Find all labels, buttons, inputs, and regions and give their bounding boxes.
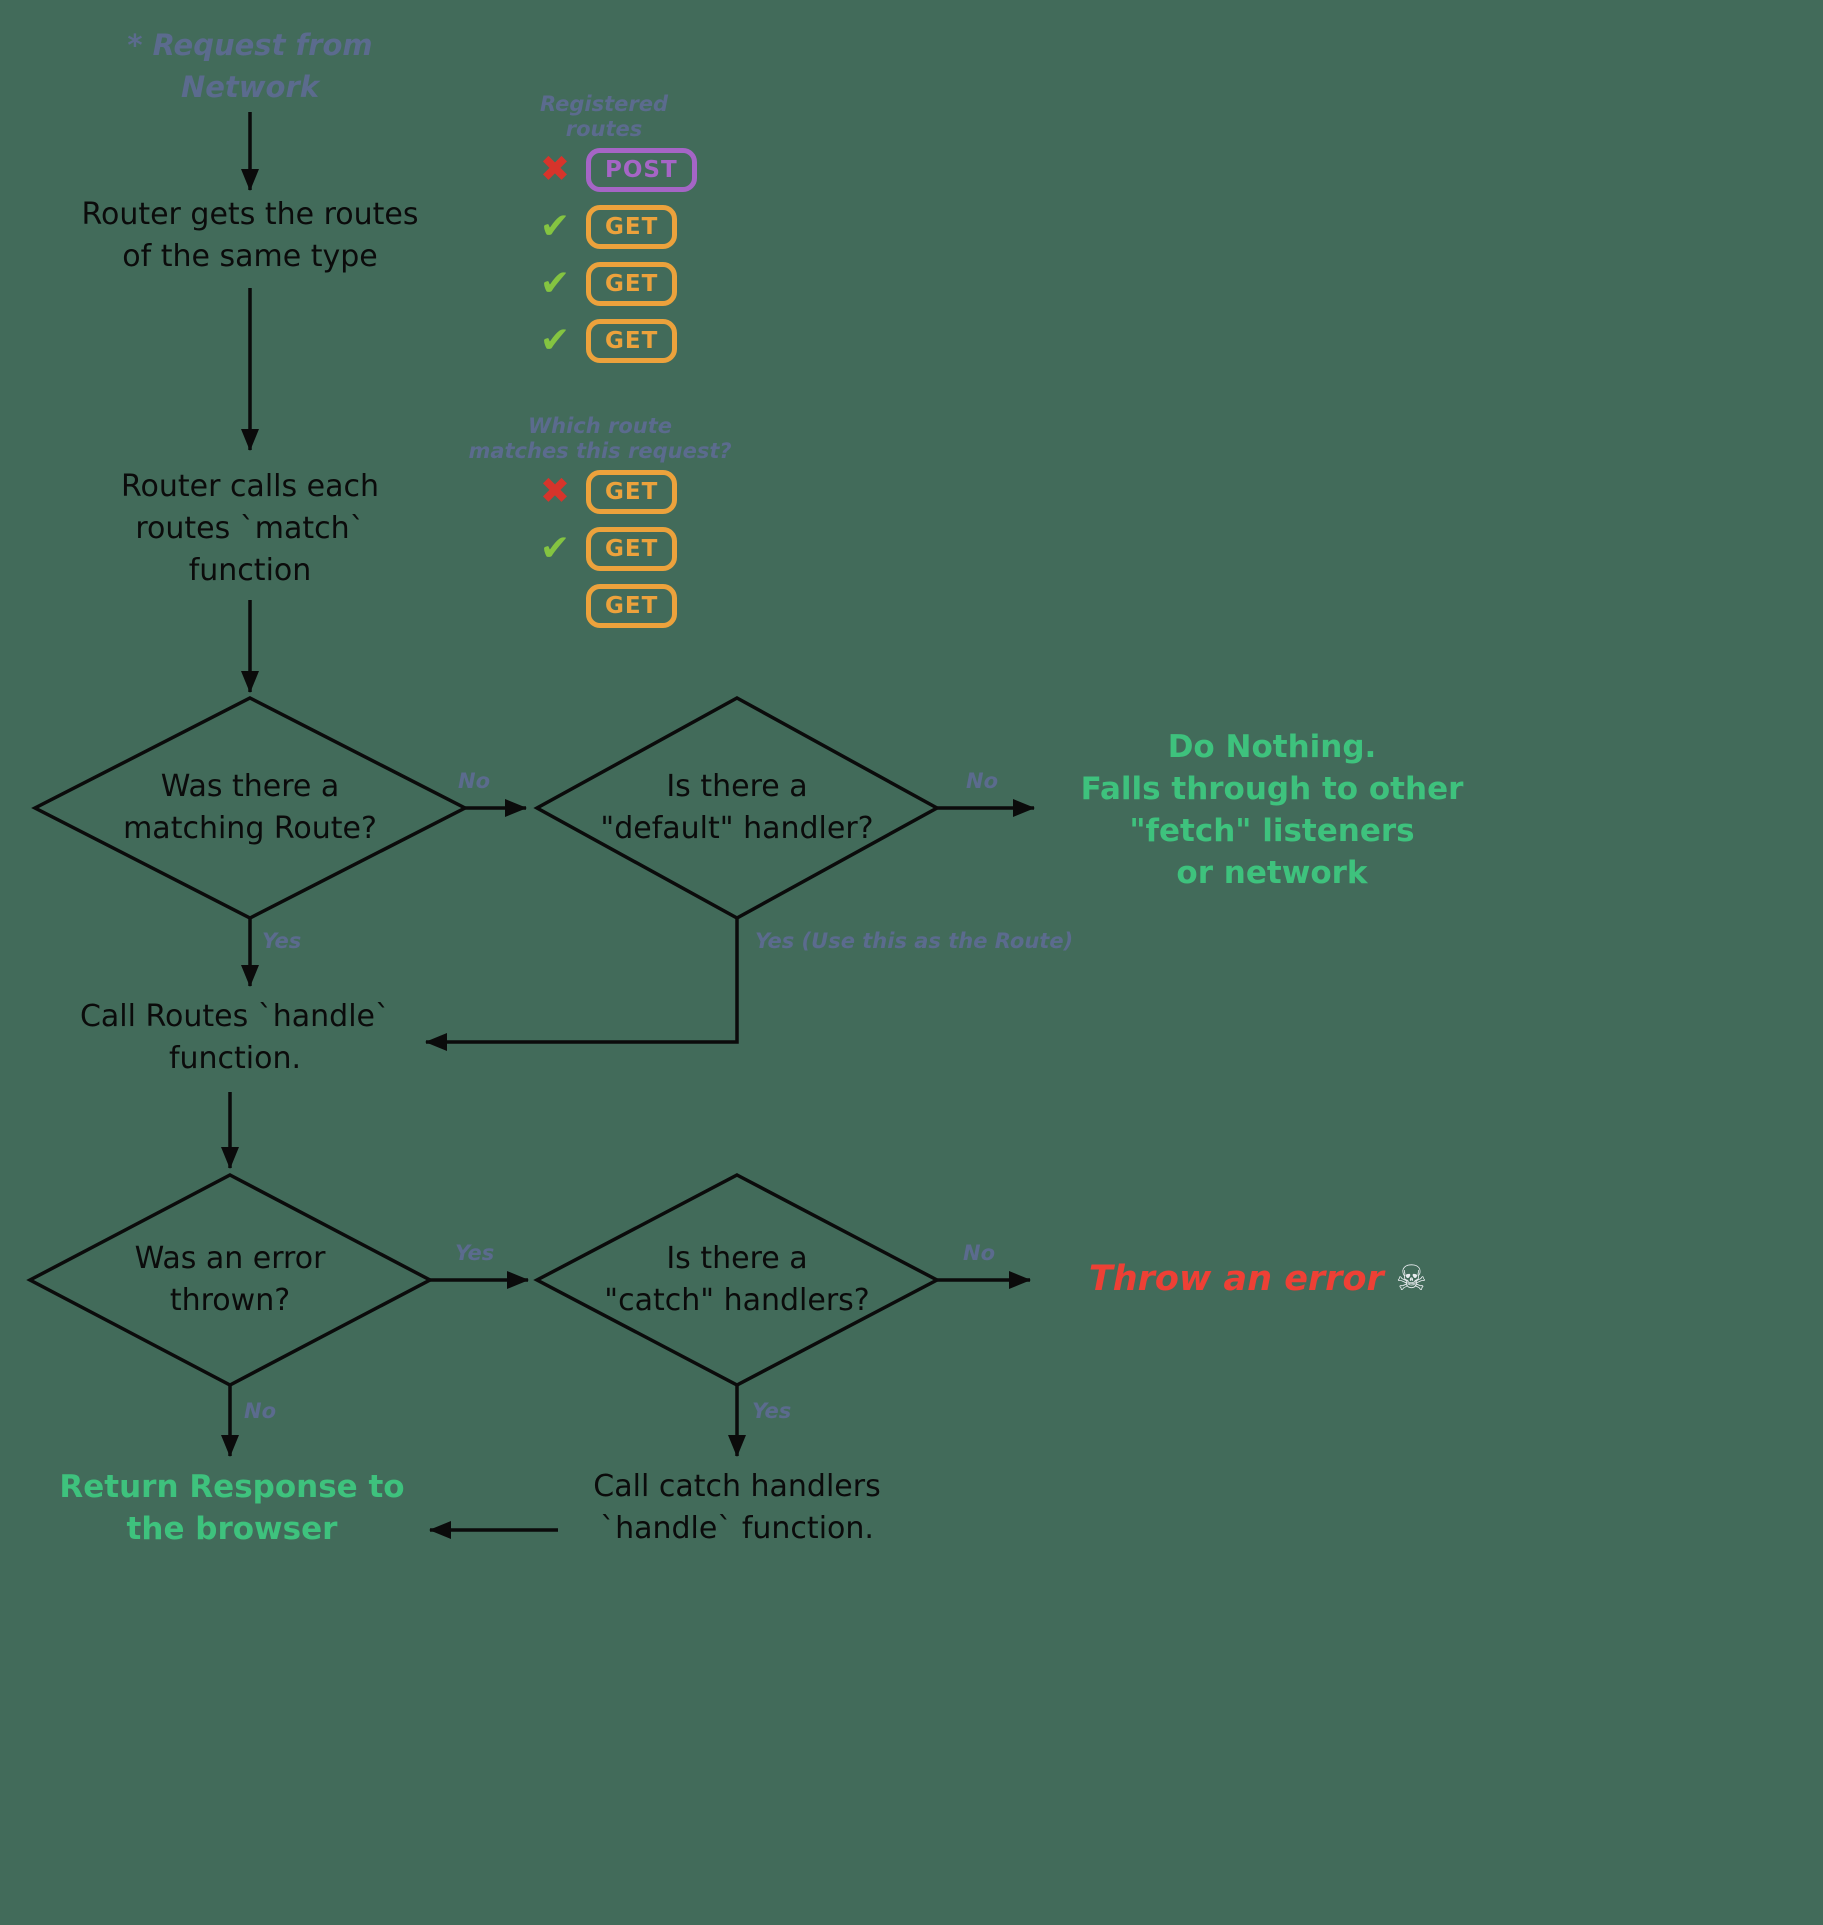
was-matching-route-text: Was there a matching Route? xyxy=(123,769,377,846)
route-item: ✔ GET xyxy=(532,319,697,363)
registered-routes-list: ✖ POST ✔ GET ✔ GET ✔ GET xyxy=(532,148,697,363)
get-route-badge: GET xyxy=(586,205,678,249)
was-error-thrown-text: Was an error thrown? xyxy=(134,1241,326,1318)
get-route-badge: GET xyxy=(586,262,678,306)
edge-label-d4-yes: Yes xyxy=(752,1399,792,1423)
route-item: GET xyxy=(532,584,678,628)
request-line-2: Network xyxy=(180,70,320,104)
check-icon: ✔ xyxy=(539,263,571,304)
call-routes-handle-node: Call Routes `handle` function. xyxy=(79,999,391,1076)
edge-label-d3-yes: Yes xyxy=(455,1241,495,1265)
check-icon: ✔ xyxy=(539,320,571,361)
request-line-1: * Request from xyxy=(127,28,373,62)
get-route-badge: GET xyxy=(586,470,678,514)
edge-label-d2-yes: Yes (Use this as the Route) xyxy=(755,929,1074,953)
registered-routes-label: Registered routes xyxy=(539,92,669,141)
throw-error-result: Throw an error ☠ xyxy=(1088,1259,1428,1299)
is-default-handler-text: Is there a "default" handler? xyxy=(600,769,874,846)
edge-label-d1-no: No xyxy=(458,769,491,793)
arrow-d2-yes-bend xyxy=(425,918,739,1051)
edge-label-d2-no: No xyxy=(966,769,999,793)
return-response-result: Return Response to the browser xyxy=(59,1469,405,1547)
route-item: ✖ POST xyxy=(532,148,697,192)
route-item: ✔ GET xyxy=(532,262,697,306)
router-calls-match-node: Router calls each routes `match` functio… xyxy=(120,469,380,588)
do-nothing-result: Do Nothing. Falls through to other "fetc… xyxy=(1080,729,1464,891)
post-route-badge: POST xyxy=(586,148,697,192)
get-route-badge: GET xyxy=(586,584,678,628)
route-item: ✖ GET xyxy=(532,470,678,514)
check-icon: ✔ xyxy=(539,206,571,247)
call-catch-handlers-node: Call catch handlers `handle` function. xyxy=(593,1469,881,1546)
route-item: ✔ GET xyxy=(532,205,697,249)
request-from-network-node: * Request from Network xyxy=(127,24,372,108)
skull-icon: ☠ xyxy=(1395,1259,1428,1299)
router-gets-routes-node: Router gets the routes of the same type xyxy=(81,197,419,274)
cross-icon: ✖ xyxy=(539,471,571,512)
check-icon: ✔ xyxy=(539,528,571,569)
get-route-badge: GET xyxy=(586,319,678,363)
which-route-matches-label: Which route matches this request? xyxy=(468,414,732,463)
cross-icon: ✖ xyxy=(539,149,571,190)
edge-label-d1-yes: Yes xyxy=(262,929,302,953)
is-catch-handler-text: Is there a "catch" handlers? xyxy=(604,1241,870,1318)
route-item: ✔ GET xyxy=(532,527,678,571)
matching-routes-list: ✖ GET ✔ GET GET xyxy=(532,470,678,628)
get-route-badge: GET xyxy=(586,527,678,571)
edge-label-d4-no: No xyxy=(963,1241,996,1265)
edge-label-d3-no: No xyxy=(244,1399,277,1423)
